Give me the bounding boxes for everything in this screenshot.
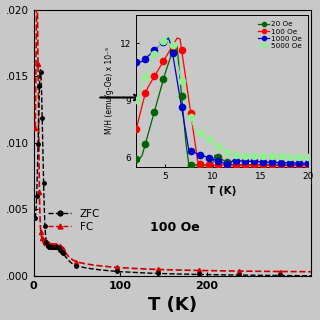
Legend: ZFC, FC: ZFC, FC (44, 205, 104, 236)
Text: 100 Oe: 100 Oe (150, 221, 200, 234)
X-axis label: T (K): T (K) (148, 296, 197, 315)
